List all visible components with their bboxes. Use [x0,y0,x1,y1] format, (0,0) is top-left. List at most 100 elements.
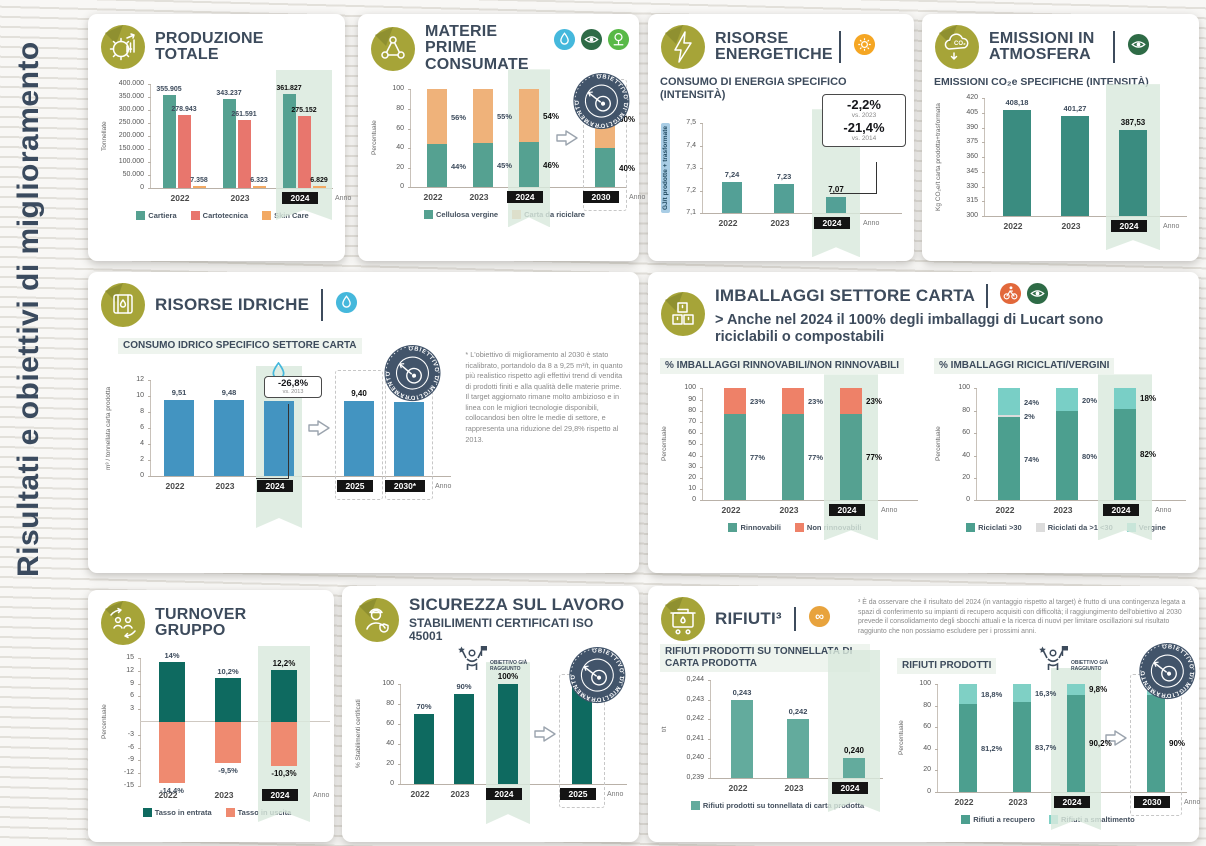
sicurezza-chart: % Stabilimenti certificati 100 80 60 40 20 0 70… [354,684,627,800]
y-tick-mark [708,699,711,701]
water-tank-icon [100,282,146,328]
value-label: 7,07 [828,185,844,195]
year-label: 2022 [410,789,430,800]
callout-connector [830,193,876,194]
legend-item: Riciclati da >1 <30 [1035,523,1113,533]
chart-column: 44% 56% [414,89,466,188]
y-tick-label: 100 [919,680,931,687]
bar [826,197,846,214]
y-tick-mark [974,388,977,390]
value-label: 81,2% [981,744,1003,754]
panel-sicurezza: SICUREZZA SUL LAVORO STABILIMENTI CERTIF… [342,586,639,842]
production-gear-chart-icon [100,24,146,70]
bar [159,662,185,722]
value-label: 275.152 [291,107,317,115]
y-tick-mark [700,145,703,147]
bar [774,184,794,214]
bar [264,400,294,476]
y-tick-label: -3 [127,730,134,738]
sun-icon [853,33,876,61]
y-tick-mark [982,127,985,129]
y-tick-mark [700,466,703,468]
year-label: 2023 [784,783,804,793]
y-tick-label: 40 [396,144,404,152]
y-tick-mark [148,412,151,413]
year-label: 2025 [336,480,374,492]
chart-column: 10,2% -9,5% [200,658,256,786]
y-tick-mark [700,500,703,502]
improvement-goal-stamp: OBIETTIVO DI MIGLIORAMENTO [566,66,638,141]
year-label: 2022 [995,505,1015,516]
chart-a-title: % IMBALLAGGI RINNOVABILI/NON RINNOVABILI [660,358,905,375]
chart-column: 401,27 [1046,98,1104,217]
value-label: 44% [451,161,467,171]
y-tick-label: 2 [140,456,144,463]
bar [394,402,424,476]
y-tick-label: 100 [684,384,696,392]
y-tick-label: 20 [396,163,404,171]
boxes-icon [660,291,706,337]
year-label: 2023 [215,481,235,491]
improvement-goal-stamp: OBIETTIVO DI MIGLIORAMENTO [562,640,634,716]
chart-b-title: % IMBALLAGGI RICICLATI/VERGINI [934,358,1115,375]
panel-imballaggi: IMBALLAGGI SETTORE CARTA > Anche nel 202… [648,272,1199,573]
y-tick-mark [408,167,411,169]
value-label: 14% [164,651,180,661]
y-tick-label: 15 [126,654,134,661]
x-axis-label: Anno [313,791,330,799]
y-tick-label: 10 [688,485,696,493]
y-tick-mark [398,684,401,686]
chart-subtitle: CONSUMO DI ENERGIA SPECIFICO (INTENSITÀ) [660,76,847,101]
chart-column: 100% [484,684,532,784]
y-tick-label: 12 [126,666,134,674]
value-label: 23% [750,397,766,407]
y-axis-label: Percentuale [898,720,905,756]
x-axis-label: Anno [607,790,624,798]
panel-risorse-idriche: RISORSE IDRICHE CONSUMO IDRICO SPECIFICO… [88,272,639,573]
y-tick-label: 100.000 [118,158,144,165]
y-tick-mark [982,186,985,188]
y-tick-mark [138,773,141,775]
bar-segment [1067,694,1085,792]
y-tick-label: 7,2 [686,186,696,194]
y-tick-label: -6 [127,743,134,751]
year-label: 2024 [831,782,869,794]
legend-swatch [961,815,971,824]
tree-icon [607,28,630,56]
celebrating-person-icon [1039,646,1068,670]
bar-segment [473,143,493,188]
y-tick-mark [708,680,711,681]
year-label: 2030* [384,480,426,492]
bar-segment [427,89,447,145]
bar-segment [1013,684,1031,702]
chart-subtitle: STABILIMENTI CERTIFICATI ISO 45001 [409,615,594,644]
y-tick-label: 250.000 [118,119,144,126]
legend-item: Rifiuti a recupero [961,815,1035,824]
variation-callout: -2,2% vs. 2023 -21,4% vs. 2014 [822,94,906,147]
y-tick-label: 0 [966,496,970,504]
y-tick-mark [148,428,151,429]
bar [297,116,311,188]
bar-segment [998,415,1020,418]
y-tick-label: 315 [966,197,978,205]
value-label: 401,27 [1063,104,1087,114]
bar-segment [959,704,977,792]
bar [271,669,297,722]
y-tick-mark [982,98,985,100]
y-tick-mark [700,213,703,215]
y-axis-label: Kg CO₂e/t carta prodotta+trasformata [935,103,942,211]
rifiuti-prodotti-chart: Percentuale 100 80 60 40 20 0 81,2% 18,8% 83,7% 16… [897,684,1200,824]
y-tick-label: 400.000 [118,80,144,87]
value-label: 343.237 [216,89,242,97]
y-tick-label: 90 [688,395,696,403]
y-tick-mark [708,778,711,779]
svg-text:∞: ∞ [815,609,824,623]
y-tick-mark [700,168,703,170]
bar-segment [1013,701,1031,792]
bar [498,684,518,785]
y-tick-mark [398,784,401,786]
bar-segment [782,388,804,415]
y-tick-mark [982,157,985,159]
y-tick-label: -15 [123,782,134,789]
value-label: 70% [416,702,432,712]
